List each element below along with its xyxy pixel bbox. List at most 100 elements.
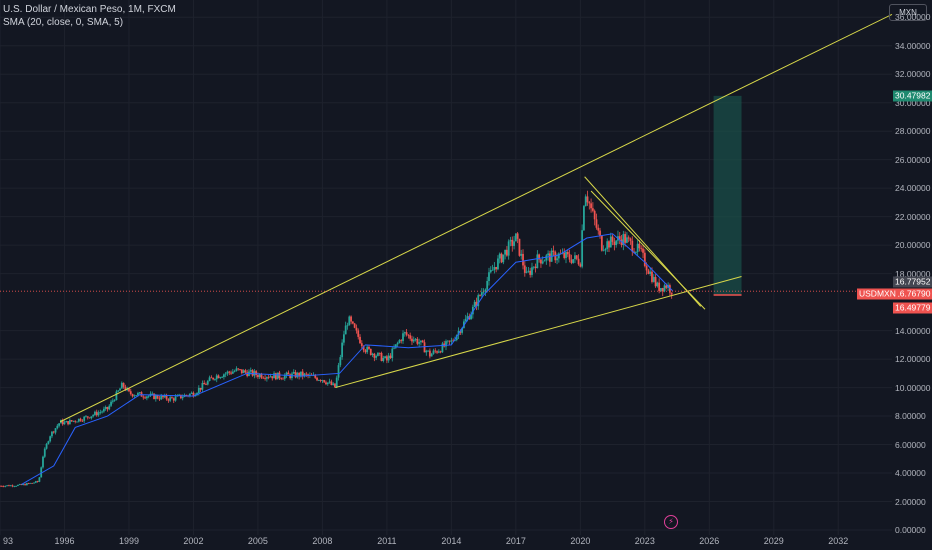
price-tick-label: 14.00000 bbox=[895, 325, 931, 336]
candle-body bbox=[154, 395, 157, 400]
candle-body bbox=[500, 253, 503, 263]
candle-body bbox=[396, 342, 399, 345]
candle-body bbox=[192, 392, 195, 397]
candle-body bbox=[321, 380, 324, 381]
candle-body bbox=[188, 393, 191, 396]
candle-body bbox=[624, 234, 627, 243]
candle-body bbox=[276, 372, 279, 380]
candle-body bbox=[178, 394, 181, 396]
candle-body bbox=[663, 285, 666, 292]
candle-body bbox=[180, 394, 182, 399]
candle-body bbox=[40, 467, 43, 478]
candle-body bbox=[316, 377, 318, 381]
symbol-title[interactable]: U.S. Dollar / Mexican Peso, 1M, FXCM bbox=[3, 4, 176, 15]
candle-body bbox=[233, 370, 236, 372]
candle-body bbox=[29, 482, 32, 484]
time-tick-label: 1996 bbox=[54, 536, 75, 546]
lightning-icon[interactable]: ⚡ bbox=[664, 515, 678, 529]
candle-body bbox=[445, 341, 447, 347]
candle-body bbox=[343, 334, 345, 343]
candle-body bbox=[334, 383, 336, 388]
candle-body bbox=[341, 342, 344, 358]
candle-body bbox=[90, 416, 93, 419]
candle-body bbox=[158, 398, 161, 400]
candle-body bbox=[34, 481, 37, 483]
candle-body bbox=[540, 259, 542, 264]
currency-button[interactable]: MXN bbox=[889, 4, 927, 21]
candle-body bbox=[231, 371, 234, 374]
candle-body bbox=[471, 306, 474, 315]
last-price-tag: 16.76790 bbox=[893, 288, 932, 300]
candle-body bbox=[68, 420, 71, 425]
candle-body bbox=[43, 448, 46, 457]
candle-body bbox=[58, 423, 61, 426]
candle-body bbox=[20, 484, 23, 486]
price-tick-label: 30.00000 bbox=[895, 97, 931, 108]
candle-body bbox=[502, 254, 505, 263]
candle-body bbox=[63, 422, 66, 425]
candle-body bbox=[636, 243, 639, 252]
candle-body bbox=[566, 251, 569, 255]
candle-body bbox=[532, 266, 535, 268]
candle-body bbox=[577, 258, 580, 265]
candle-body bbox=[269, 376, 272, 378]
candle-body bbox=[602, 250, 605, 252]
target-zone[interactable] bbox=[713, 95, 742, 296]
candle-body bbox=[581, 230, 584, 267]
candle-body bbox=[643, 252, 646, 266]
candle-body bbox=[362, 345, 365, 351]
candle-body bbox=[545, 255, 548, 261]
candle-body bbox=[552, 250, 555, 252]
candle-body bbox=[405, 332, 408, 335]
candle-body bbox=[337, 365, 340, 378]
candle-body bbox=[264, 377, 266, 379]
candle-body bbox=[153, 393, 155, 400]
candle-body bbox=[611, 236, 614, 242]
trendline bbox=[59, 13, 893, 423]
candle-body bbox=[273, 373, 275, 379]
candle-body bbox=[49, 436, 52, 442]
candle-body bbox=[83, 416, 86, 421]
indicator-title[interactable]: SMA (20, close, 0, SMA, 5) bbox=[3, 17, 124, 28]
candle-body bbox=[117, 390, 120, 392]
candle-body bbox=[547, 253, 549, 256]
candle-body bbox=[543, 260, 546, 262]
price-axis[interactable]: 36.00000 34.00000 32.00000 30.00000 28.00000… bbox=[895, 0, 932, 535]
candle-body bbox=[629, 238, 632, 241]
price-tick-label: 0.00000 bbox=[895, 525, 926, 535]
candle-body bbox=[493, 266, 496, 270]
candle-body bbox=[120, 382, 123, 389]
candle-body bbox=[47, 441, 50, 444]
candle-body bbox=[18, 484, 21, 486]
candle-body bbox=[403, 332, 406, 334]
candle-body bbox=[56, 425, 59, 429]
trendlines[interactable] bbox=[59, 13, 893, 423]
candle-body bbox=[588, 202, 591, 204]
candle-body bbox=[498, 253, 501, 259]
candle-body bbox=[95, 411, 98, 416]
price-tick-label: 32.00000 bbox=[895, 69, 931, 80]
candle-body bbox=[17, 484, 19, 486]
candle-body bbox=[54, 428, 57, 433]
candle-body bbox=[203, 382, 206, 385]
candle-body bbox=[649, 271, 652, 274]
candle-body bbox=[391, 348, 394, 359]
candle-body bbox=[251, 370, 254, 376]
candle-body bbox=[257, 374, 259, 378]
candle-body bbox=[604, 248, 607, 251]
time-axis[interactable]: 93 1996 1999 2002 2005 2008 2011 2014 2017 2020 20… bbox=[0, 535, 895, 550]
candle-body bbox=[133, 395, 136, 397]
candle-body bbox=[489, 270, 492, 273]
candle-body bbox=[470, 314, 472, 320]
candle-body bbox=[81, 420, 84, 422]
candle-body bbox=[346, 325, 349, 327]
candle-series bbox=[0, 190, 673, 488]
candle-body bbox=[477, 295, 480, 307]
candle-body bbox=[197, 387, 200, 394]
candle-body bbox=[464, 318, 467, 322]
candle-body bbox=[360, 343, 363, 346]
candle-body bbox=[70, 420, 73, 422]
candle-body bbox=[260, 374, 263, 378]
candle-body bbox=[668, 285, 671, 293]
